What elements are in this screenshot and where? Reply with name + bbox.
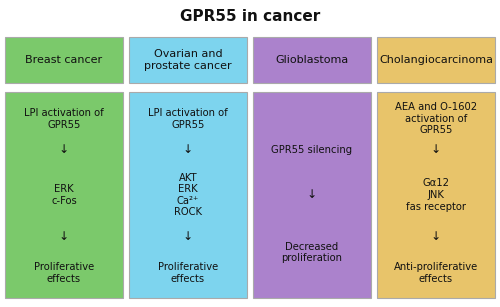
- Text: ↓: ↓: [59, 230, 69, 243]
- Text: AEA and O-1602
activation of
GPR55: AEA and O-1602 activation of GPR55: [395, 102, 477, 135]
- Bar: [129, 92, 247, 298]
- Bar: [129, 37, 247, 83]
- Bar: [253, 92, 371, 298]
- Text: ↓: ↓: [183, 230, 193, 243]
- Text: Breast cancer: Breast cancer: [26, 55, 102, 65]
- Bar: [377, 92, 495, 298]
- Text: ↓: ↓: [431, 230, 441, 243]
- Text: GPR55 silencing: GPR55 silencing: [272, 145, 352, 155]
- Text: Gα12
JNK
fas receptor: Gα12 JNK fas receptor: [406, 178, 466, 212]
- Text: ↓: ↓: [183, 143, 193, 156]
- Text: ↓: ↓: [59, 143, 69, 156]
- Text: Ovarian and
prostate cancer: Ovarian and prostate cancer: [144, 49, 232, 71]
- Text: GPR55 in cancer: GPR55 in cancer: [180, 9, 320, 24]
- Text: Cholangiocarcinoma: Cholangiocarcinoma: [379, 55, 493, 65]
- Text: Proliferative
effects: Proliferative effects: [34, 262, 94, 284]
- Text: LPI activation of
GPR55: LPI activation of GPR55: [148, 108, 228, 130]
- Text: Anti-proliferative
effects: Anti-proliferative effects: [394, 262, 478, 284]
- Text: Glioblastoma: Glioblastoma: [276, 55, 348, 65]
- Text: ERK
c-Fos: ERK c-Fos: [51, 184, 77, 206]
- Bar: [5, 37, 123, 83]
- Bar: [253, 37, 371, 83]
- Text: ↓: ↓: [431, 143, 441, 156]
- Text: LPI activation of
GPR55: LPI activation of GPR55: [24, 108, 104, 130]
- Text: ↓: ↓: [307, 188, 317, 201]
- Bar: [377, 37, 495, 83]
- Text: Decreased
proliferation: Decreased proliferation: [282, 242, 343, 263]
- Text: AKT
ERK
Ca²⁺
ROCK: AKT ERK Ca²⁺ ROCK: [174, 173, 202, 217]
- Text: Proliferative
effects: Proliferative effects: [158, 262, 218, 284]
- Bar: [5, 92, 123, 298]
